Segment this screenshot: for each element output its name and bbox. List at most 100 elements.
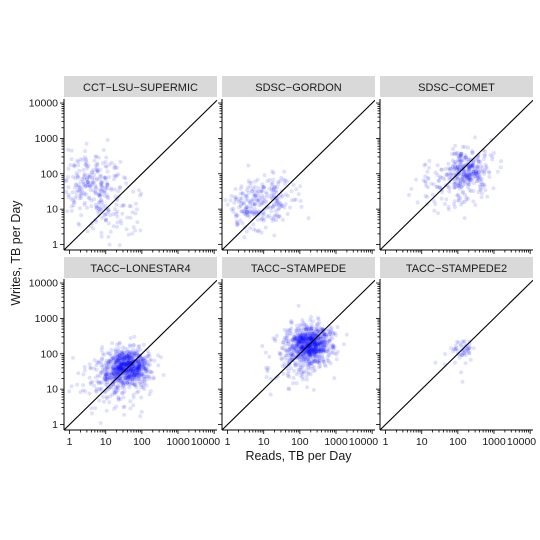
data-point <box>301 341 306 346</box>
data-point <box>134 367 139 372</box>
data-point <box>114 370 119 375</box>
data-point <box>300 352 305 357</box>
data-point <box>121 362 126 367</box>
reference-line <box>380 99 533 250</box>
data-point <box>441 175 445 180</box>
data-point <box>98 421 103 425</box>
data-point <box>326 339 331 344</box>
data-point <box>293 361 298 366</box>
data-point <box>145 354 150 359</box>
data-point <box>321 339 326 344</box>
data-point <box>90 379 95 384</box>
data-point <box>251 212 256 216</box>
data-point <box>317 358 322 363</box>
data-point <box>303 327 308 332</box>
data-point <box>289 351 294 356</box>
data-point <box>108 359 113 364</box>
data-point <box>94 205 99 210</box>
data-point <box>305 336 309 341</box>
data-point <box>99 230 104 235</box>
data-point <box>307 337 312 341</box>
data-point <box>464 175 469 180</box>
data-point <box>104 375 109 379</box>
data-point <box>467 188 472 192</box>
data-point <box>86 180 91 185</box>
data-point <box>254 210 259 215</box>
data-point <box>66 185 71 190</box>
data-point <box>118 159 123 164</box>
data-point <box>276 374 280 379</box>
data-point <box>470 164 475 169</box>
data-point <box>105 374 110 379</box>
data-point <box>133 362 137 367</box>
data-point <box>141 358 146 363</box>
data-point <box>111 224 116 229</box>
data-point <box>249 206 254 211</box>
data-point <box>310 359 315 364</box>
data-point <box>480 191 484 196</box>
data-point <box>105 376 110 381</box>
data-point <box>91 176 96 181</box>
data-point <box>432 208 437 213</box>
data-point <box>119 351 124 356</box>
data-point <box>107 400 112 405</box>
data-point <box>256 186 261 190</box>
data-point <box>82 172 87 177</box>
data-point <box>104 370 109 375</box>
data-point <box>286 341 291 346</box>
data-point <box>121 360 126 365</box>
data-point <box>456 154 461 159</box>
data-point <box>317 341 322 346</box>
data-point <box>467 175 472 180</box>
data-points <box>407 135 504 221</box>
data-point <box>296 360 301 365</box>
data-point <box>122 355 127 360</box>
data-point <box>297 344 302 349</box>
data-point <box>287 361 292 366</box>
data-point <box>463 353 468 357</box>
data-point <box>108 394 113 399</box>
data-point <box>131 368 135 373</box>
data-point <box>234 195 239 200</box>
data-point <box>298 335 303 340</box>
data-point <box>308 342 313 347</box>
data-point <box>301 333 306 337</box>
data-point <box>128 399 133 404</box>
data-point <box>280 194 285 199</box>
data-point <box>311 345 316 350</box>
data-point <box>131 369 136 374</box>
data-point <box>232 200 237 205</box>
data-point <box>463 349 468 353</box>
data-point <box>453 360 457 365</box>
data-point <box>79 191 84 196</box>
data-point <box>100 357 105 362</box>
data-point <box>136 364 141 369</box>
data-point <box>299 345 304 350</box>
data-point <box>308 361 313 366</box>
data-point <box>241 201 246 206</box>
data-point <box>344 332 349 337</box>
data-point <box>449 346 454 351</box>
data-point <box>117 185 122 190</box>
data-point <box>270 191 275 196</box>
data-point <box>452 205 457 210</box>
data-point <box>106 362 111 367</box>
data-point <box>469 162 474 167</box>
data-point <box>462 199 467 204</box>
data-point <box>117 367 122 372</box>
data-point <box>257 209 261 213</box>
data-point <box>123 371 128 376</box>
data-point <box>141 385 145 390</box>
data-point <box>313 344 318 349</box>
data-point <box>466 185 470 190</box>
data-point <box>289 353 293 358</box>
data-point <box>142 355 147 360</box>
data-point <box>307 346 312 351</box>
data-point <box>308 339 313 344</box>
data-point <box>318 336 323 341</box>
data-point <box>283 343 287 348</box>
data-point <box>307 358 312 363</box>
data-point <box>306 216 311 221</box>
data-point <box>331 345 336 350</box>
